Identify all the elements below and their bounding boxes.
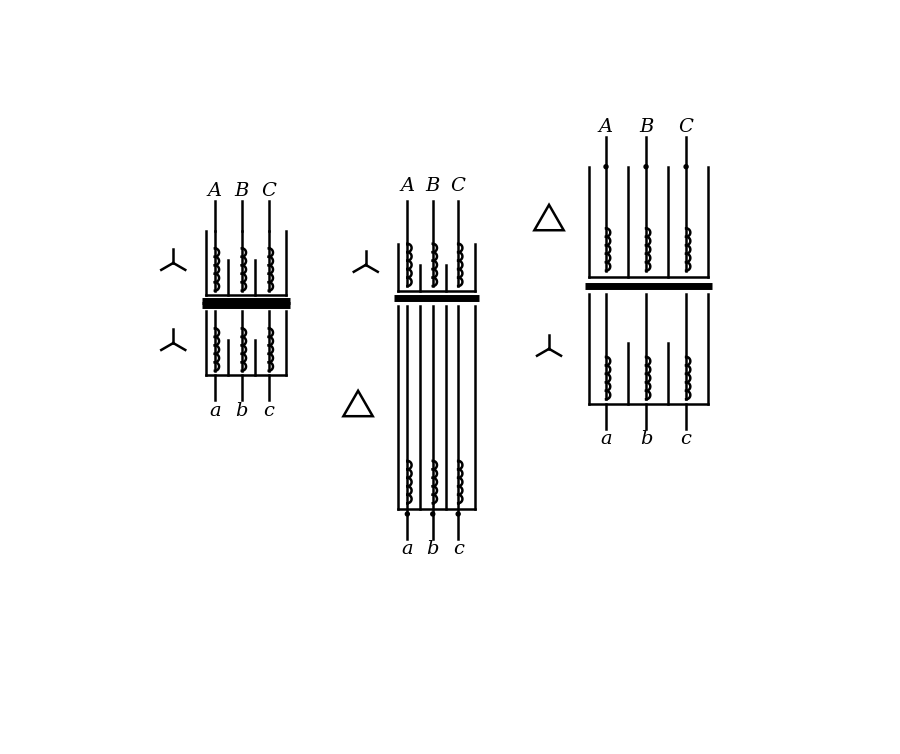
Circle shape: [684, 164, 688, 169]
Text: C: C: [261, 182, 276, 200]
Text: B: B: [639, 118, 653, 136]
Text: b: b: [427, 540, 439, 558]
Circle shape: [604, 164, 608, 169]
Text: b: b: [236, 402, 248, 419]
Text: A: A: [598, 118, 613, 136]
Circle shape: [405, 512, 410, 516]
Text: A: A: [208, 182, 222, 200]
Text: c: c: [453, 540, 464, 558]
Text: c: c: [680, 430, 691, 448]
Text: a: a: [209, 402, 220, 419]
Text: b: b: [640, 430, 652, 448]
Text: C: C: [679, 118, 694, 136]
Text: B: B: [426, 177, 440, 195]
Text: A: A: [400, 177, 414, 195]
Circle shape: [644, 164, 648, 169]
Circle shape: [431, 512, 435, 516]
Text: c: c: [264, 402, 274, 419]
Text: a: a: [600, 430, 612, 448]
Text: C: C: [451, 177, 465, 195]
Text: B: B: [235, 182, 249, 200]
Text: a: a: [401, 540, 413, 558]
Circle shape: [456, 512, 460, 516]
